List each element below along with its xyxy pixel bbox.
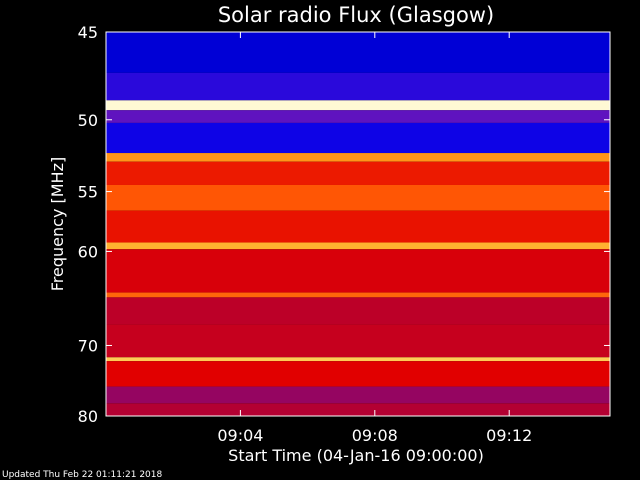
x-tick-label-0: 09:04 [217, 426, 263, 445]
x-tick-label-1: 09:08 [352, 426, 398, 445]
heatmap-band-7 [106, 185, 610, 211]
heatmap-band-0 [106, 32, 610, 73]
heatmap-band-4 [106, 122, 610, 154]
heatmap-band-2 [106, 100, 610, 111]
heatmap-band-8 [106, 210, 610, 243]
heatmap-band-3 [106, 110, 610, 123]
x-axis-label: Start Time (04-Jan-16 09:00:00) [228, 446, 484, 465]
y-tick-label-2: 55 [78, 183, 98, 202]
x-tick-label-2: 09:12 [486, 426, 532, 445]
heatmap-band-10 [106, 249, 610, 293]
y-tick-label-1: 50 [78, 111, 98, 130]
y-tick-label-0: 45 [78, 23, 98, 42]
heatmap-band-14 [106, 357, 610, 362]
y-tick-label-4: 70 [78, 336, 98, 355]
heatmap-band-12 [106, 297, 610, 325]
heatmap-band-16 [106, 386, 610, 404]
y-axis-label: Frequency [MHz] [48, 157, 67, 291]
heatmap-band-1 [106, 72, 610, 101]
heatmap-band-15 [106, 361, 610, 387]
heatmap-band-11 [106, 292, 610, 298]
y-axis: 45 50 55 60 70 80 [78, 23, 610, 426]
plot-frame [105, 31, 611, 417]
update-timestamp: Updated Thu Feb 22 01:11:21 2018 [2, 470, 163, 480]
heatmap-band-13 [106, 324, 610, 358]
chart-title: Solar radio Flux (Glasgow) [218, 3, 494, 27]
spectrogram-plot [105, 31, 611, 417]
y-tick-label-3: 60 [78, 242, 98, 261]
heatmap-band-5 [106, 153, 610, 162]
x-axis: 09:04 09:08 09:12 [217, 32, 532, 445]
heatmap-band-17 [106, 403, 610, 416]
y-tick-label-5: 80 [78, 407, 98, 426]
heatmap-band-9 [106, 242, 610, 250]
heatmap-band-6 [106, 161, 610, 185]
